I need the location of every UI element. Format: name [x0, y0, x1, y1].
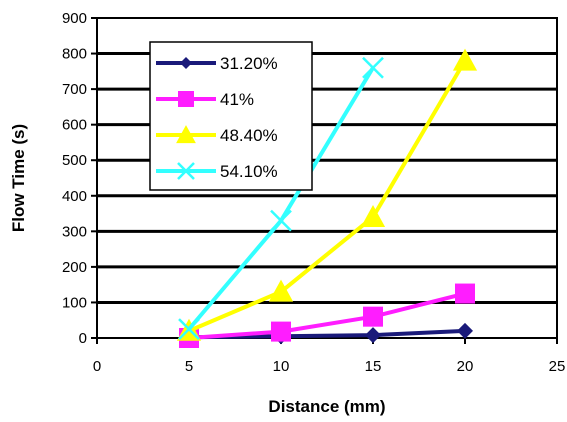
legend-marker — [180, 57, 192, 69]
legend-label: 31.20% — [220, 54, 278, 73]
legend-marker — [177, 162, 195, 180]
x-tick-label: 0 — [93, 358, 101, 375]
y-tick-label: 600 — [62, 117, 87, 134]
y-tick-label: 100 — [62, 294, 87, 311]
data-point — [270, 209, 292, 232]
x-tick-label: 10 — [273, 358, 290, 375]
series-group — [176, 48, 478, 348]
legend-box — [149, 41, 313, 191]
x-axis-ticks: 0 5 10 15 20 25 — [93, 338, 566, 375]
data-point — [362, 56, 384, 79]
legend-label: 41% — [220, 90, 254, 109]
x-axis-title: Distance (mm) — [268, 397, 385, 416]
data-point — [268, 279, 294, 302]
x-tick-label: 5 — [185, 358, 193, 375]
data-point — [452, 48, 478, 71]
y-tick-label: 900 — [62, 10, 87, 27]
series-line — [188, 291, 466, 340]
legend-entry: 54.10% — [156, 162, 278, 181]
legend-entry: 31.20% — [156, 54, 278, 73]
data-point — [365, 327, 381, 344]
data-point — [360, 205, 386, 228]
data-point — [178, 318, 200, 340]
y-tick-label: 300 — [62, 223, 87, 240]
series-line — [188, 59, 467, 333]
x-tick-label: 15 — [365, 358, 382, 375]
legend-marker — [178, 91, 194, 107]
y-tick-label: 400 — [62, 188, 87, 205]
legend-entry: 48.40% — [156, 125, 278, 145]
y-axis-ticks: 0 100 200 300 400 500 600 700 800 900 — [62, 10, 97, 347]
data-point — [457, 322, 473, 339]
plot-area-frame — [96, 17, 558, 339]
x-tick-label: 25 — [549, 358, 566, 375]
y-tick-label: 800 — [62, 46, 87, 63]
legend-entry: 41% — [156, 90, 254, 109]
legend-label: 54.10% — [220, 162, 278, 181]
y-tick-label: 500 — [62, 152, 87, 169]
data-point — [271, 321, 291, 342]
legend: 31.20% 41% 48.40% 54.10% — [149, 41, 313, 191]
legend-marker — [176, 125, 196, 144]
data-point — [455, 283, 475, 304]
series-54.10% — [178, 56, 384, 340]
y-tick-label: 0 — [79, 330, 87, 347]
y-axis-title: Flow Time (s) — [9, 124, 28, 232]
legend-label: 48.40% — [220, 126, 278, 145]
y-tick-label: 700 — [62, 81, 87, 98]
y-tick-label: 200 — [62, 259, 87, 276]
x-tick-label: 20 — [457, 358, 474, 375]
data-point — [363, 306, 383, 327]
